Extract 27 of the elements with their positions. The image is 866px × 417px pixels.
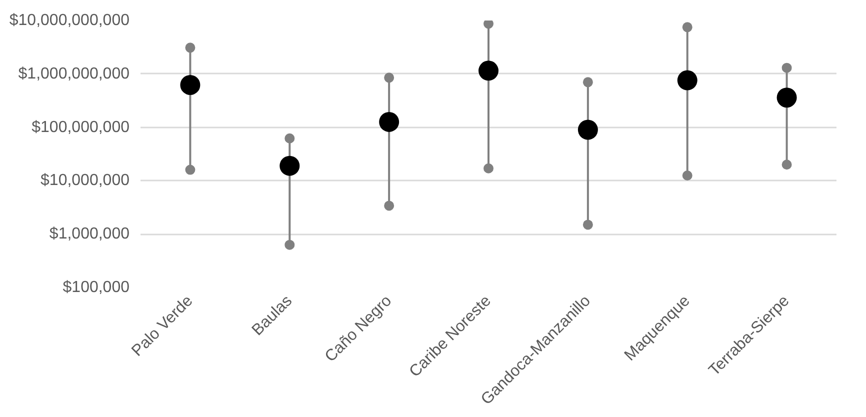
point [782,62,792,73]
point [578,120,598,140]
point [280,156,300,176]
point [185,164,196,175]
point [284,240,295,250]
point [582,220,593,230]
y-tick-label: $1,000,000,000 [18,65,130,82]
y-tick-label: $10,000,000 [40,172,130,190]
point [582,77,593,88]
point [180,75,200,95]
y-tick-label: $10,000,000,000 [9,12,130,29]
point [384,200,394,211]
point [682,170,692,181]
point [682,22,692,32]
point [379,112,400,132]
point [484,20,494,29]
point [776,88,797,108]
point [478,60,498,81]
point [677,70,698,90]
y-tick-label: $100,000 [62,279,130,296]
y-tick-label: $100,000,000 [32,118,130,136]
y-tick-label: $1,000,000 [49,226,130,243]
point [284,133,295,144]
point [384,72,394,83]
point [484,163,494,174]
point [782,160,792,170]
point [185,42,196,53]
